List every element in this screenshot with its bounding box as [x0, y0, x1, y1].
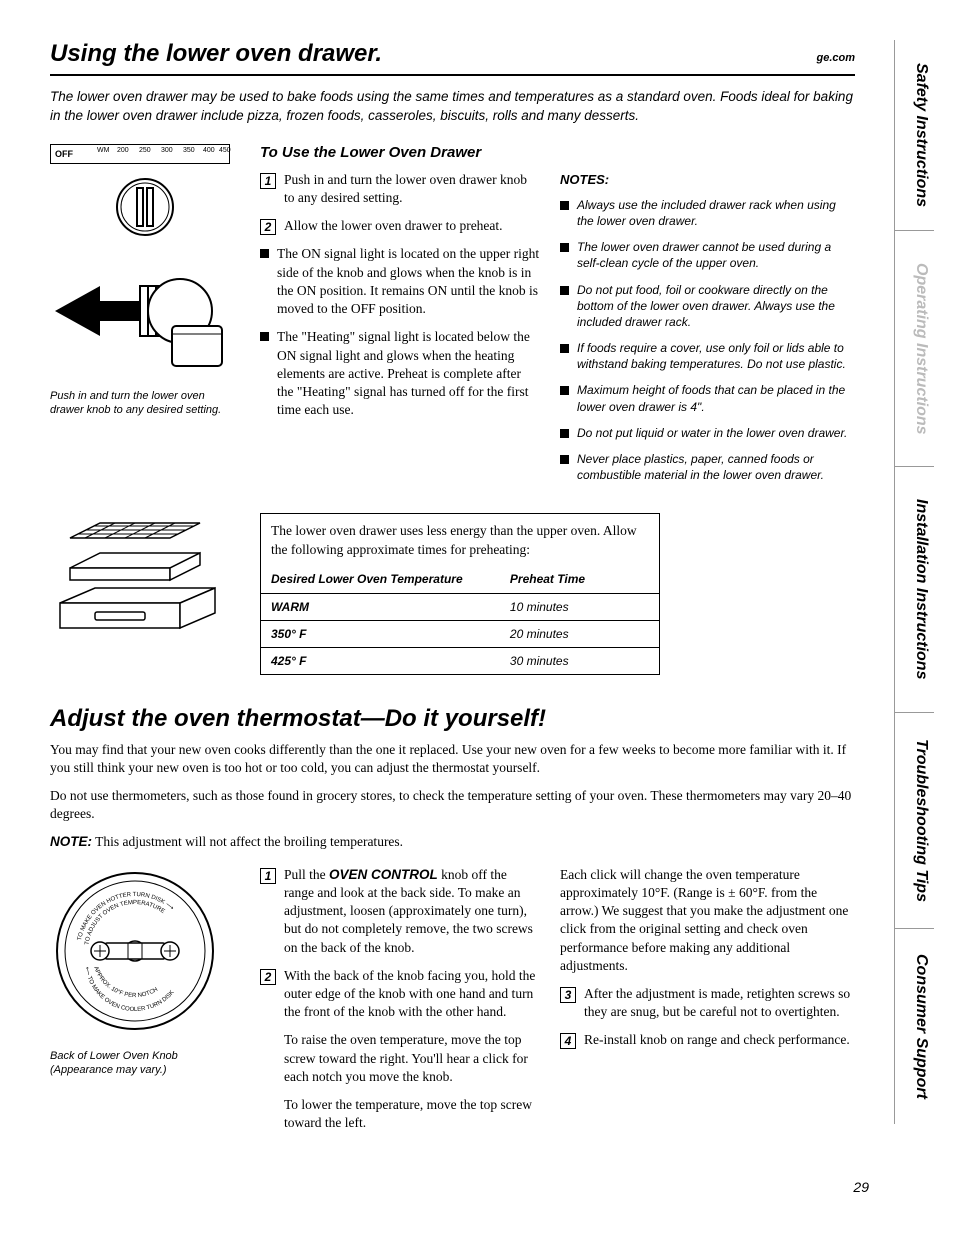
- preheat-time: 20 minutes: [500, 620, 660, 647]
- tab-troubleshooting[interactable]: Troubleshooting Tips: [894, 713, 934, 928]
- thermo-right-p: Each click will change the oven temperat…: [560, 866, 855, 975]
- bullet-icon: [560, 455, 569, 464]
- step-text: With the back of the knob facing you, ho…: [284, 967, 540, 1022]
- dial-tick: 200: [117, 147, 129, 154]
- step-text: After the adjustment is made, retighten …: [584, 985, 855, 1021]
- thermo-p1: You may find that your new oven cooks di…: [50, 741, 855, 777]
- note-item: The lower oven drawer cannot be used dur…: [577, 239, 855, 271]
- intro-paragraph: The lower oven drawer may be used to bak…: [50, 88, 855, 126]
- preheat-table: Desired Lower Oven Temperature Preheat T…: [260, 566, 660, 674]
- note-label: NOTE:: [50, 834, 92, 849]
- bullet-icon: [560, 386, 569, 395]
- knob-front-icon: [110, 172, 180, 242]
- knob-back-icon: TO MAKE OVEN HOTTER TURN DISK ⟶ TO ADJUS…: [50, 866, 220, 1036]
- thermo-note: NOTE: This adjustment will not affect th…: [50, 833, 855, 851]
- knob-caption: Push in and turn the lower oven drawer k…: [50, 389, 240, 418]
- dial-tick: 450: [219, 147, 231, 154]
- bullet-icon: [260, 249, 269, 258]
- dial-tick: WM: [97, 147, 109, 154]
- bullet-icon: [560, 243, 569, 252]
- bullet-text: The ON signal light is located on the up…: [277, 245, 540, 318]
- note-text: This adjustment will not affect the broi…: [92, 834, 403, 849]
- thermo-p2: Do not use thermometers, such as those f…: [50, 787, 855, 823]
- oven-control-label: OVEN CONTROL: [329, 867, 438, 882]
- dial-off: OFF: [55, 149, 73, 159]
- step-text: Re-install knob on range and check perfo…: [584, 1031, 850, 1049]
- note-item: Always use the included drawer rack when…: [577, 197, 855, 229]
- step-number-2: 2: [260, 219, 276, 235]
- knob-turn-icon: [50, 256, 230, 376]
- step-number-1: 1: [260, 173, 276, 189]
- bullet-icon: [560, 201, 569, 210]
- preheat-col1: Desired Lower Oven Temperature: [261, 566, 500, 593]
- tab-operating[interactable]: Operating Instructions: [894, 231, 934, 466]
- note-item: Never place plastics, paper, canned food…: [577, 451, 855, 483]
- notes-heading: NOTES:: [560, 172, 855, 187]
- side-tab-nav: Safety Instructions Operating Instructio…: [894, 40, 934, 1205]
- bullet-icon: [560, 429, 569, 438]
- subsection-heading: To Use the Lower Oven Drawer: [260, 144, 540, 161]
- preheat-lead: The lower oven drawer uses less energy t…: [260, 513, 660, 566]
- step-text: Pull the OVEN CONTROL knob off the range…: [284, 866, 540, 957]
- step2-sub2: To lower the temperature, move the top s…: [284, 1096, 540, 1132]
- step-text: Allow the lower oven drawer to preheat.: [284, 217, 503, 235]
- preheat-temp: 425° F: [261, 647, 500, 674]
- dial-tick: 250: [139, 147, 151, 154]
- dial-tick: 400: [203, 147, 215, 154]
- drawer-exploded-icon: [50, 513, 230, 633]
- section-title-1: Using the lower oven drawer. ge.com: [50, 40, 855, 76]
- step2-sub1: To raise the oven temperature, move the …: [284, 1031, 540, 1086]
- step-number-4: 4: [560, 1033, 576, 1049]
- page-number: 29: [853, 1179, 869, 1195]
- section-title-2: Adjust the oven thermostat—Do it yoursel…: [50, 705, 855, 733]
- tab-safety[interactable]: Safety Instructions: [894, 40, 934, 230]
- preheat-temp: WARM: [261, 593, 500, 620]
- dial-tick: 350: [183, 147, 195, 154]
- dial-tick: 300: [161, 147, 173, 154]
- bullet-text: The "Heating" signal light is located be…: [277, 328, 540, 419]
- tab-consumer[interactable]: Consumer Support: [894, 929, 934, 1124]
- tab-installation[interactable]: Installation Instructions: [894, 467, 934, 712]
- step-number-3: 3: [560, 987, 576, 1003]
- preheat-time: 10 minutes: [500, 593, 660, 620]
- step-number-1: 1: [260, 868, 276, 884]
- note-item: Do not put liquid or water in the lower …: [577, 425, 847, 441]
- dial-scale: OFF WM 200 250 300 350 400 450: [50, 144, 230, 164]
- note-item: Do not put food, foil or cookware direct…: [577, 282, 855, 331]
- title-text: Adjust the oven thermostat—Do it yoursel…: [50, 705, 546, 733]
- preheat-col2: Preheat Time: [500, 566, 660, 593]
- note-item: Maximum height of foods that can be plac…: [577, 382, 855, 414]
- note-item: If foods require a cover, use only foil …: [577, 340, 855, 372]
- knob-back-caption: Back of Lower Oven Knob (Appearance may …: [50, 1049, 240, 1078]
- step-number-2: 2: [260, 969, 276, 985]
- title-text: Using the lower oven drawer.: [50, 40, 382, 68]
- bullet-icon: [560, 286, 569, 295]
- step-text: Push in and turn the lower oven drawer k…: [284, 171, 540, 207]
- preheat-time: 30 minutes: [500, 647, 660, 674]
- bullet-icon: [560, 344, 569, 353]
- preheat-temp: 350° F: [261, 620, 500, 647]
- bullet-icon: [260, 332, 269, 341]
- brand-url: ge.com: [816, 52, 855, 64]
